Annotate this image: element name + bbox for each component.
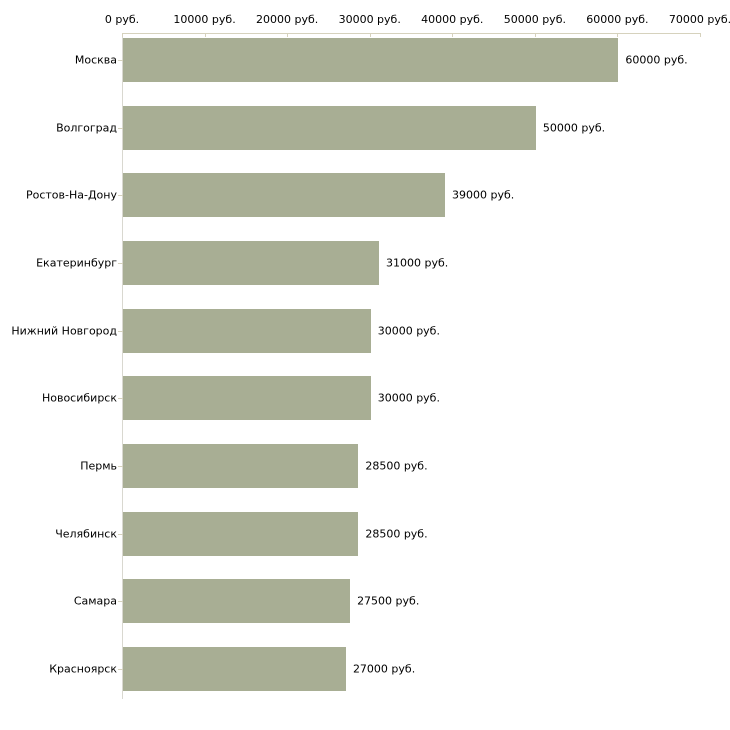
category-label: Красноярск (49, 662, 117, 676)
x-tick-label: 60000 руб. (586, 13, 649, 26)
bar-value-label: 27000 руб. (352, 662, 416, 676)
bar-value-label: 30000 руб. (377, 391, 440, 405)
y-tick-mark (118, 195, 123, 197)
category-label: Москва (74, 53, 117, 67)
bar-value-label: 50000 руб. (542, 121, 606, 135)
bar-value-label: 30000 руб. (377, 324, 440, 338)
category-label: Самара (73, 594, 117, 608)
bar-value-label: 39000 руб. (452, 188, 515, 202)
category-label: Екатеринбург (36, 256, 117, 270)
y-tick-mark (118, 398, 123, 400)
x-tick-mark (452, 33, 454, 37)
x-tick-label: 10000 руб. (173, 13, 236, 26)
x-tick-mark (700, 33, 701, 37)
y-tick-mark (118, 127, 123, 129)
x-axis-line (122, 33, 700, 34)
x-tick-mark (287, 33, 289, 37)
bar (123, 646, 346, 691)
y-tick-mark (118, 601, 123, 603)
category-label: Новосибирск (41, 391, 117, 405)
y-tick-mark (118, 262, 123, 264)
y-tick-mark (118, 330, 123, 332)
bar (123, 173, 446, 218)
y-tick-mark (118, 465, 123, 467)
x-tick-mark (122, 33, 123, 37)
x-tick-mark (204, 33, 206, 37)
category-label: Челябинск (55, 527, 117, 541)
category-label: Ростов-На-Дону (25, 188, 117, 202)
x-tick-mark (369, 33, 371, 37)
category-label: Пермь (80, 459, 117, 473)
x-tick-label: 40000 руб. (421, 13, 484, 26)
x-tick-label: 50000 руб. (503, 13, 566, 26)
x-tick-mark (617, 33, 619, 37)
x-tick-label: 70000 руб. (668, 13, 730, 26)
y-axis-line (122, 33, 123, 699)
bar-value-label: 27500 руб. (357, 594, 420, 608)
bar-value-label: 28500 руб. (365, 459, 428, 473)
bar-value-label: 60000 руб. (625, 53, 688, 67)
x-tick-label: 0 руб. (104, 13, 140, 26)
bar (123, 579, 351, 624)
bar-value-label: 31000 руб. (385, 256, 449, 270)
bar (123, 38, 619, 82)
bar-value-label: 28500 руб. (365, 527, 428, 541)
bar (123, 511, 359, 556)
y-tick-mark (118, 533, 123, 535)
y-tick-mark (118, 668, 123, 670)
category-label: Волгоград (56, 121, 117, 135)
bar (123, 308, 371, 353)
x-tick-label: 20000 руб. (256, 13, 319, 26)
x-tick-mark (534, 33, 536, 37)
bar (123, 240, 379, 285)
category-label: Нижний Новгород (11, 324, 117, 338)
bar (123, 443, 359, 488)
bar (123, 376, 371, 421)
bar (123, 105, 536, 150)
x-tick-label: 30000 руб. (338, 13, 401, 26)
y-tick-mark (118, 60, 123, 61)
